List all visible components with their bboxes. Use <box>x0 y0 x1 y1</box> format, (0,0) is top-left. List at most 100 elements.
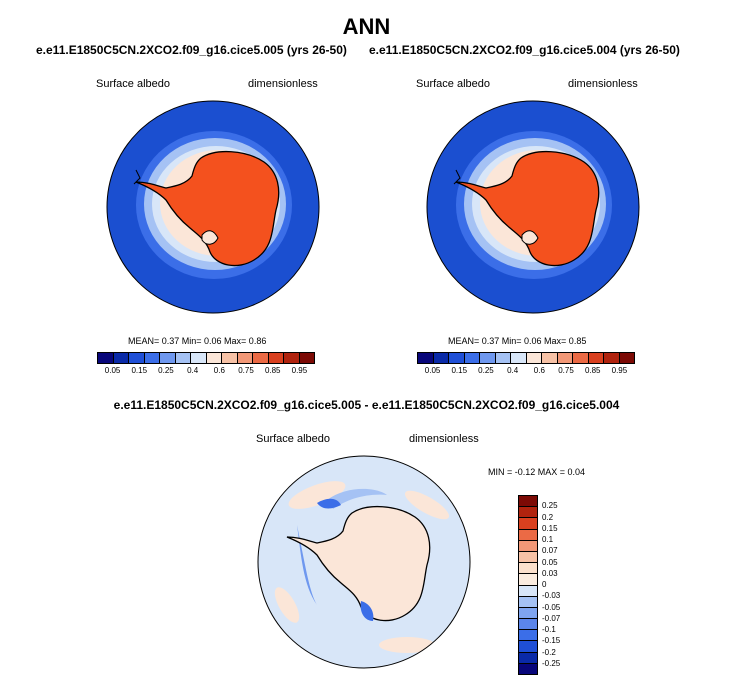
left-colorbar-ticks: 0.05 0.15 0.25 0.4 0.6 0.75 0.85 0.95 <box>97 366 315 378</box>
right-colorbar-swatch <box>604 353 620 363</box>
diff-colorbar-swatch <box>519 496 537 508</box>
diff-colorbar-swatch <box>519 652 537 664</box>
left-colorbar-tick-label: 0.4 <box>187 366 199 375</box>
ross-ice-shelf <box>521 230 539 245</box>
right-colorbar-swatch <box>542 353 558 363</box>
right-stats: MEAN= 0.37 Min= 0.06 Max= 0.85 <box>448 336 587 346</box>
diff-colorbar-swatch <box>519 619 537 631</box>
diff-colorbar-swatch <box>519 596 537 608</box>
antarctica-land-ice <box>135 150 280 267</box>
right-colorbar-tick-label: 0.05 <box>424 366 441 375</box>
right-colorbar-swatch <box>573 353 589 363</box>
difference-title: e.e11.E1850C5CN.2XCO2.f09_g16.cice5.005 … <box>113 398 620 412</box>
left-colorbar-swatch <box>268 353 284 363</box>
left-case-title: e.e11.E1850C5CN.2XCO2.f09_g16.cice5.005 … <box>36 43 347 57</box>
right-colorbar-swatch <box>619 353 634 363</box>
diff-colorbar-swatch <box>519 551 537 564</box>
diff-colorbar-swatch <box>519 663 537 674</box>
diff-colorbar-swatch <box>519 630 537 642</box>
left-colorbar-swatch <box>175 353 191 363</box>
diff-variable-label: Surface albedo <box>256 433 330 445</box>
diff-colorbar-ticks: 0.25 0.2 0.15 0.1 0.07 0.05 0.03 0 -0.03 -0.05 -0.… <box>542 495 582 675</box>
diff-stats: MIN = -0.12 MAX = 0.04 <box>488 467 586 477</box>
right-colorbar-tick-label: 0.75 <box>558 366 574 375</box>
diff-colorbar-swatch <box>519 529 537 541</box>
right-colorbar-tick-label: 0.95 <box>611 366 628 375</box>
right-colorbar-swatch <box>557 353 573 363</box>
diff-colorbar-tick-label: -0.05 <box>542 602 561 612</box>
diff-colorbar-tick-label: -0.2 <box>542 647 556 657</box>
right-colorbar-swatch <box>433 353 449 363</box>
ross-ice-shelf <box>201 230 219 245</box>
diff-colorbar-tick-label: -0.15 <box>542 636 561 646</box>
right-colorbar-swatch <box>418 353 434 363</box>
right-colorbar-tick-label: 0.6 <box>533 366 545 375</box>
right-colorbar-swatch <box>480 353 496 363</box>
diff-colorbar-tick-label: 0.25 <box>542 501 558 511</box>
left-colorbar-swatch <box>98 353 114 363</box>
right-colorbar-tick-label: 0.25 <box>478 366 494 375</box>
left-polar-map <box>106 100 320 314</box>
left-variable-label: Surface albedo <box>96 78 170 90</box>
right-colorbar-swatch <box>511 353 527 363</box>
diff-colorbar-swatch <box>519 607 537 620</box>
left-colorbar-swatch <box>237 353 253 363</box>
diff-colorbar-swatch <box>519 507 537 519</box>
right-colorbar-swatch <box>464 353 480 363</box>
left-colorbar-tick-label: 0.15 <box>131 366 148 375</box>
left-colorbar-tick-label: 0.85 <box>264 366 281 375</box>
right-units-label: dimensionless <box>568 78 638 90</box>
right-case-title: e.e11.E1850C5CN.2XCO2.f09_g16.cice5.004 … <box>369 43 680 57</box>
left-colorbar-swatch <box>222 353 238 363</box>
left-colorbar-tick-label: 0.6 <box>213 366 225 375</box>
negative-anomaly-band <box>327 488 387 509</box>
right-colorbar-swatch <box>526 353 542 363</box>
right-colorbar-swatch <box>588 353 604 363</box>
left-colorbar-swatch <box>284 353 300 363</box>
left-colorbar-tick-label: 0.75 <box>238 366 254 375</box>
left-colorbar-tick-label: 0.25 <box>158 366 174 375</box>
diff-colorbar-tick-label: -0.1 <box>542 625 556 634</box>
diff-colorbar <box>518 495 538 675</box>
left-stats: MEAN= 0.37 Min= 0.06 Max= 0.86 <box>128 336 267 346</box>
peninsula-coast <box>133 169 141 185</box>
diff-colorbar-swatch <box>519 563 537 575</box>
antarctica-land-ice <box>455 150 600 267</box>
right-colorbar-swatch <box>449 353 465 363</box>
diff-colorbar-tick-label: 0.2 <box>542 512 554 522</box>
right-colorbar-tick-label: 0.85 <box>584 366 601 375</box>
right-colorbar-tick-label: 0.4 <box>507 366 519 375</box>
diff-colorbar-tick-label: 0 <box>542 580 547 589</box>
right-colorbar-swatch <box>495 353 511 363</box>
diff-colorbar-swatch <box>519 518 537 530</box>
diff-colorbar-tick-label: 0.03 <box>542 568 558 578</box>
right-colorbar <box>417 352 635 364</box>
right-colorbar-ticks: 0.05 0.15 0.25 0.4 0.6 0.75 0.85 0.95 <box>417 366 635 378</box>
left-colorbar-swatch <box>191 353 207 363</box>
peninsula-coast <box>453 169 461 185</box>
antarctica-land-ice <box>286 505 431 622</box>
plot-title: ANN <box>342 14 391 39</box>
diff-colorbar-swatch <box>519 641 537 653</box>
left-colorbar-swatch <box>129 353 145 363</box>
diff-colorbar-tick-label: 0.07 <box>542 546 558 556</box>
right-colorbar-tick-label: 0.15 <box>451 366 468 375</box>
diff-colorbar-swatch <box>519 585 537 597</box>
diff-colorbar-tick-label: -0.07 <box>542 613 561 623</box>
left-colorbar-swatch <box>160 353 176 363</box>
left-colorbar-swatch <box>144 353 160 363</box>
right-polar-map <box>426 100 640 314</box>
left-colorbar-tick-label: 0.95 <box>291 366 308 375</box>
ross-sea-anomaly <box>360 601 374 621</box>
left-units-label: dimensionless <box>248 78 318 90</box>
left-colorbar <box>97 352 315 364</box>
left-colorbar-swatch <box>206 353 222 363</box>
left-colorbar-swatch <box>299 353 314 363</box>
left-colorbar-tick-label: 0.05 <box>104 366 121 375</box>
diff-colorbar-tick-label: 0.05 <box>542 557 558 567</box>
diff-colorbar-swatch <box>519 540 537 552</box>
diff-units-label: dimensionless <box>409 433 479 445</box>
diff-colorbar-tick-label: 0.15 <box>542 523 558 533</box>
diff-polar-map <box>257 455 471 669</box>
left-colorbar-swatch <box>253 353 269 363</box>
